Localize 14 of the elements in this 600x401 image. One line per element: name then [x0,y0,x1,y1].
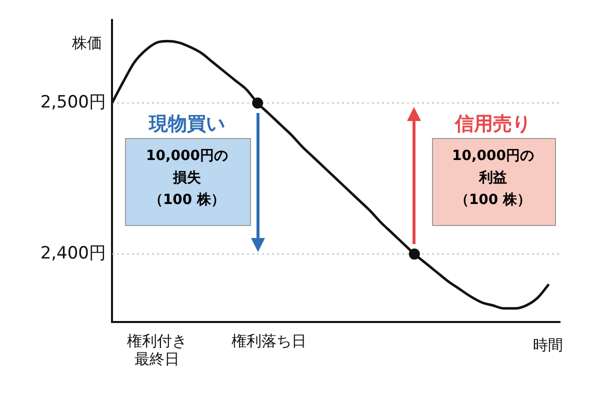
x-tick-label: 権利付き最終日 [126,332,187,368]
annotation: 10,000円の [144,147,230,166]
x-tick-label: 権利落ち日 [231,332,306,350]
annotation: （100 株） [454,191,532,210]
annotation: 信用売り [454,112,532,137]
annotation: 10,000円の [450,147,536,166]
annotation: 現物買い [148,112,226,137]
x-axis-title: 時間 [533,336,563,354]
annotation: 利益 [478,169,508,188]
y-axis-title: 株価 [71,34,102,52]
annotation: （100 株） [148,191,226,210]
y-tick-label: 2,400円 [40,243,106,264]
annotation: 損失 [172,169,202,188]
y-tick-label: 2,500円 [40,92,106,112]
